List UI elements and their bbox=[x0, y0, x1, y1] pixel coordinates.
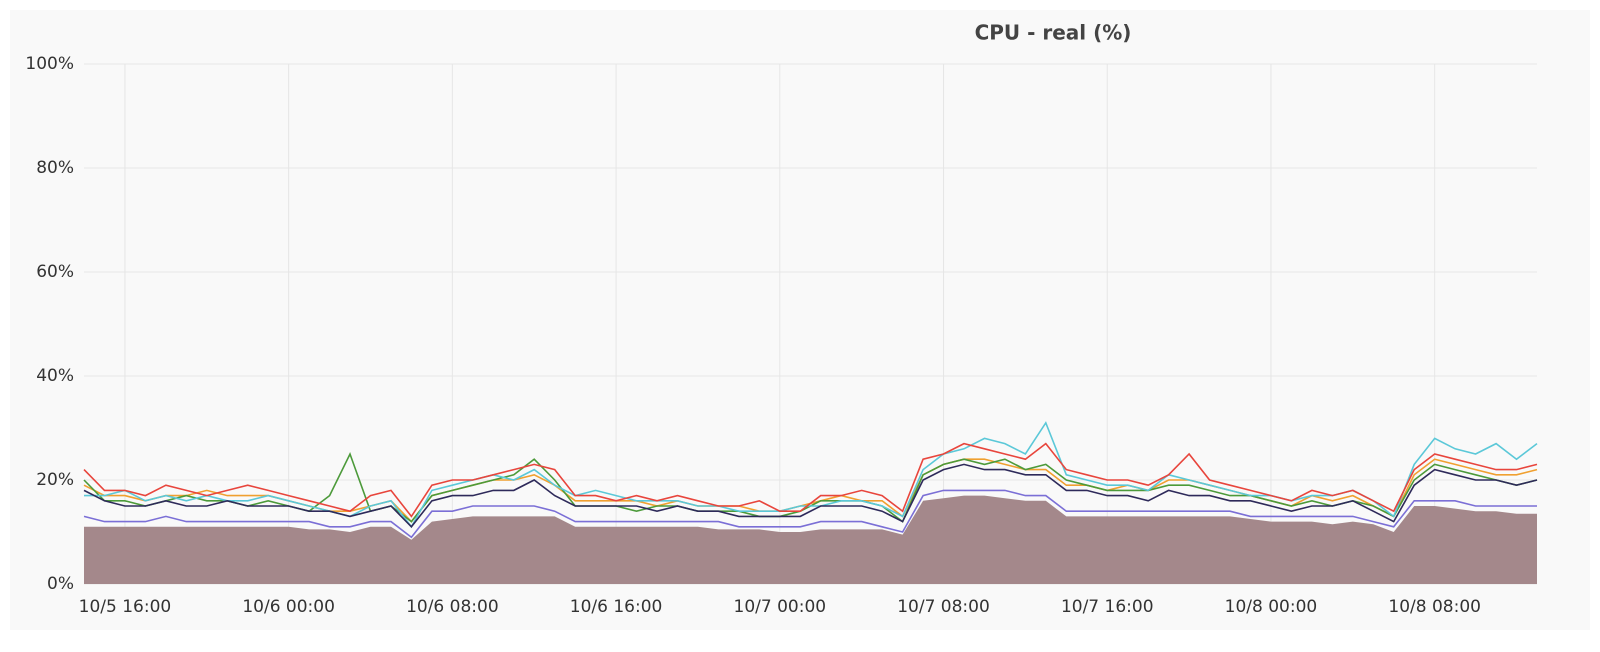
x-tick-label: 10/8 08:00 bbox=[1388, 597, 1481, 617]
x-tick-label: 10/6 16:00 bbox=[570, 597, 663, 617]
x-tick-label: 10/5 16:00 bbox=[79, 597, 172, 617]
area bbox=[84, 495, 1537, 584]
y-tick-label: 80% bbox=[36, 158, 74, 178]
x-tick-label: 10/7 16:00 bbox=[1061, 597, 1154, 617]
series-line bbox=[83, 442, 1538, 518]
chart-title: CPU - real (%) bbox=[975, 21, 1132, 45]
y-tick-label: 40% bbox=[36, 366, 74, 386]
x-tick-label: 10/7 08:00 bbox=[897, 597, 990, 617]
x-tick-label: 10/7 00:00 bbox=[734, 597, 827, 617]
x-tick-label: 10/6 00:00 bbox=[242, 597, 335, 617]
x-tick-label: 10/8 00:00 bbox=[1225, 597, 1318, 617]
x-tick-label: 10/6 08:00 bbox=[406, 597, 499, 617]
y-tick-label: 20% bbox=[36, 470, 74, 490]
series-line bbox=[83, 463, 1538, 529]
series-line bbox=[83, 489, 1537, 539]
y-tick-label: 60% bbox=[36, 262, 74, 282]
y-tick-label: 100% bbox=[25, 54, 74, 74]
y-tick-label: 0% bbox=[47, 574, 74, 594]
